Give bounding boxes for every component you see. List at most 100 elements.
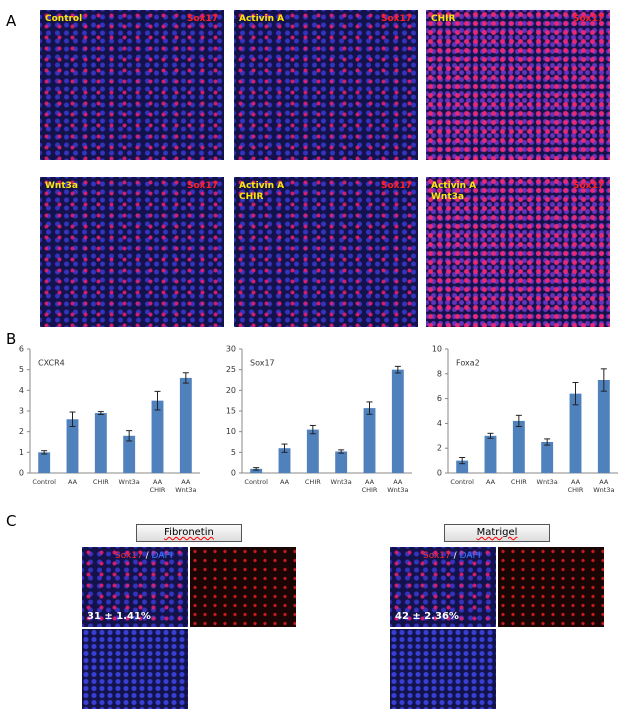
bar [123, 435, 136, 473]
condition-label: Wnt3a [45, 181, 78, 191]
micrograph: Control Sox17 [40, 10, 224, 160]
bar [569, 393, 582, 473]
stain-legend: Sox17 / DAPI [115, 551, 173, 561]
chart-plot: 0 1 2 3 4 5 6 CXCR4 [19, 345, 200, 478]
bar [484, 435, 497, 473]
x-tick-label: Control [450, 478, 474, 486]
y-tick-label: 2 [437, 444, 442, 453]
micrograph: Activin A Sox17 [234, 10, 418, 160]
bar [456, 460, 469, 473]
marker-label: Sox17 [187, 14, 218, 24]
stain-stain: Sox17 [115, 551, 143, 561]
substrate-text: Matrigel [476, 527, 518, 538]
bar [597, 380, 610, 473]
y-tick-label: 30 [226, 345, 236, 354]
y-tick-label: 0 [19, 469, 24, 478]
y-tick-label: 3 [19, 407, 24, 416]
bar [541, 442, 554, 473]
stain-stain: Sox17 [423, 551, 451, 561]
x-tick-label: Wnt3a [330, 478, 352, 486]
bar [391, 369, 404, 473]
condition-label: Control [45, 14, 83, 24]
x-tick-label: Wnt3a [118, 478, 140, 486]
y-tick-label: 20 [226, 386, 236, 395]
x-tick-label: AA Wnt3a [593, 478, 615, 494]
stain-legend: Sox17 / DAPI [423, 551, 481, 561]
y-tick-label: 6 [437, 394, 442, 403]
sox17-micrograph [190, 547, 296, 627]
panel-label: A [6, 12, 17, 30]
bar-chart: 0 5 10 15 20 25 30 Sox17 Control AA CHIR Wnt3a AA CH… [212, 340, 417, 505]
micrograph: Activin A Wnt3a Sox17 [426, 177, 610, 327]
x-tick-label: AA Wnt3a [387, 478, 409, 494]
chart-title: CXCR4 [38, 359, 65, 368]
bar [94, 413, 107, 473]
bar [38, 452, 51, 473]
bar [250, 468, 263, 473]
micrograph: Wnt3a Sox17 [40, 177, 224, 327]
chart-plot: 0 5 10 15 20 25 30 Sox17 [226, 345, 412, 478]
y-tick-label: 8 [437, 369, 442, 378]
bar [335, 451, 348, 473]
x-tick-label: Wnt3a [536, 478, 558, 486]
dapi-micrograph [82, 629, 188, 709]
x-tick-label: AA CHIR [149, 478, 166, 494]
chart-plot: 0 2 4 6 8 10 Foxa2 [432, 345, 618, 478]
chart-title: Sox17 [250, 359, 275, 368]
x-tick-label: Control [244, 478, 268, 486]
marker-label: Sox17 [573, 14, 604, 24]
merged-micrograph: Sox17 / DAPI 42 ± 2.36% [390, 547, 496, 627]
panel-label: C [6, 512, 17, 530]
x-tick-label: CHIR [304, 478, 321, 486]
x-tick-label: AA [485, 478, 496, 486]
stain-counterstain: DAPI [151, 551, 173, 561]
bar [306, 429, 319, 473]
y-tick-label: 10 [432, 345, 442, 354]
y-tick-label: 5 [231, 448, 236, 457]
substrate-label: Matrigel [444, 524, 550, 542]
micrograph: Activin A CHIR Sox17 [234, 177, 418, 327]
y-tick-label: 25 [226, 365, 236, 374]
y-tick-label: 1 [19, 448, 24, 457]
bar [66, 419, 79, 473]
marker-label: Sox17 [381, 14, 412, 24]
substrate-label: Fibronetin [136, 524, 242, 542]
y-tick-label: 4 [437, 419, 442, 428]
condition-label: Activin A Wnt3a [431, 181, 477, 202]
y-tick-label: 0 [231, 469, 236, 478]
bar [512, 420, 525, 473]
bar [278, 448, 291, 473]
percentage: 31 ± 1.41% [87, 611, 151, 622]
x-tick-label: AA [67, 478, 78, 486]
y-tick-label: 10 [226, 427, 236, 436]
bar [179, 377, 192, 473]
y-tick-label: 4 [19, 386, 24, 395]
x-tick-label: Control [32, 478, 56, 486]
y-tick-label: 2 [19, 427, 24, 436]
bar [151, 400, 164, 473]
x-tick-label: AA CHIR [567, 478, 584, 494]
bar-chart: 0 2 4 6 8 10 Foxa2 Control AA CHIR Wnt3a AA CHIR AA … [418, 340, 619, 505]
y-tick-label: 0 [437, 469, 442, 478]
x-tick-label: AA [279, 478, 290, 486]
condition-label: CHIR [431, 14, 456, 24]
stain-separator: / [145, 551, 149, 561]
bar [363, 408, 376, 473]
y-tick-label: 15 [226, 407, 236, 416]
substrate-text: Fibronetin [164, 527, 214, 538]
condition-label: Activin A CHIR [239, 181, 285, 202]
panel-label: B [6, 330, 17, 348]
stain-counterstain: DAPI [459, 551, 481, 561]
x-tick-label: CHIR [510, 478, 527, 486]
y-tick-label: 6 [19, 345, 24, 354]
x-tick-label: CHIR [92, 478, 109, 486]
x-tick-label: AA Wnt3a [175, 478, 197, 494]
marker-label: Sox17 [187, 181, 218, 191]
chart-title: Foxa2 [456, 359, 480, 368]
marker-label: Sox17 [573, 181, 604, 191]
percentage: 42 ± 2.36% [395, 611, 459, 622]
stain-separator: / [453, 551, 457, 561]
condition-label: Activin A [239, 14, 285, 24]
merged-micrograph: Sox17 / DAPI 31 ± 1.41% [82, 547, 188, 627]
